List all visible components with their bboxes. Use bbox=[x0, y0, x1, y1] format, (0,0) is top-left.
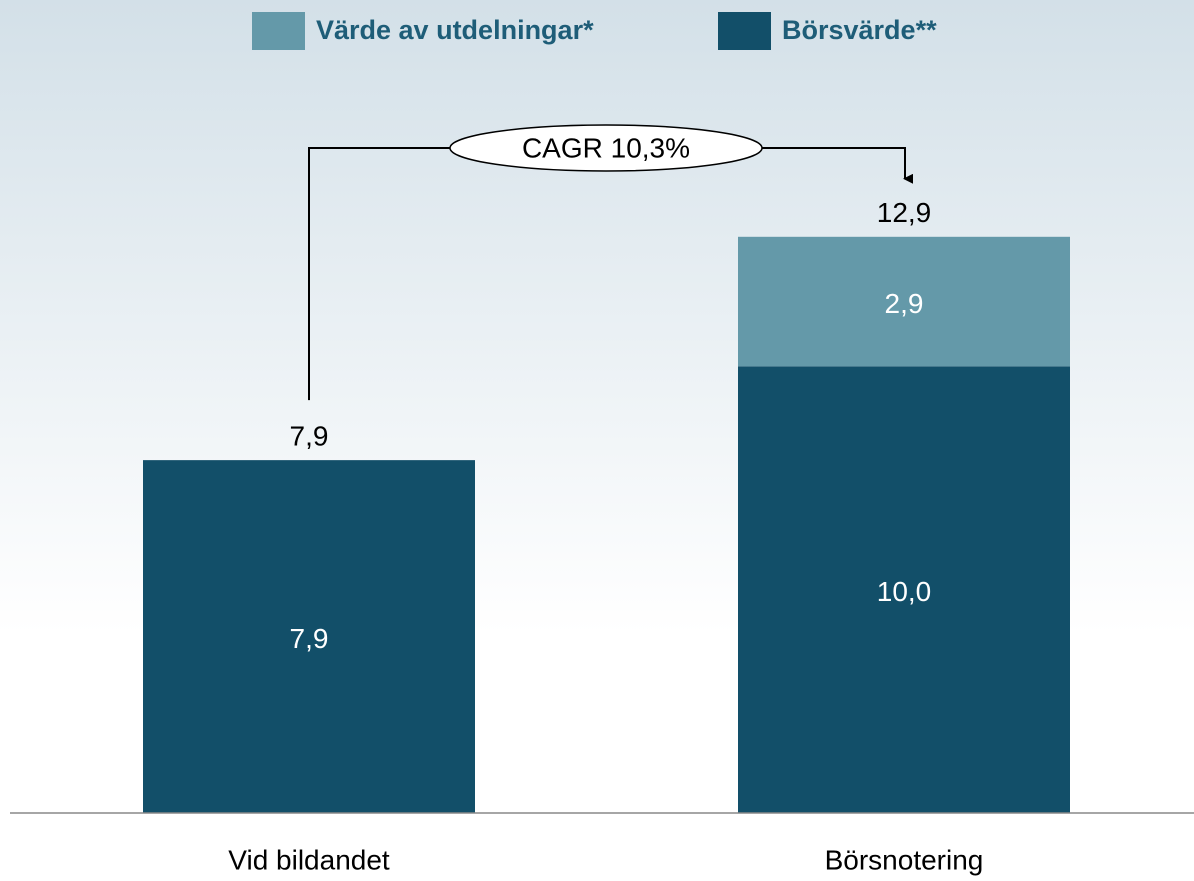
bar-segment bbox=[143, 460, 475, 813]
value-label: 2,9 bbox=[885, 288, 924, 319]
bar-segment bbox=[738, 366, 1070, 813]
annotation-bubble bbox=[449, 124, 763, 172]
annotation: CAGR 10,3% bbox=[522, 132, 690, 163]
total-label: 12,9 bbox=[877, 197, 932, 228]
x-tick-label: Vid bildandet bbox=[228, 844, 390, 875]
legend-swatch bbox=[718, 12, 771, 50]
value-label: 7,9 bbox=[290, 623, 329, 654]
total-label: 7,9 bbox=[290, 421, 329, 452]
bar-segment bbox=[738, 236, 1070, 367]
value-label: 10,0 bbox=[877, 576, 932, 607]
legend-label: Värde av utdelningar* bbox=[316, 15, 594, 45]
x-tick-label: Börsnotering bbox=[825, 844, 984, 875]
legend-label: Börsvärde** bbox=[782, 15, 937, 45]
legend-swatch bbox=[252, 12, 305, 50]
